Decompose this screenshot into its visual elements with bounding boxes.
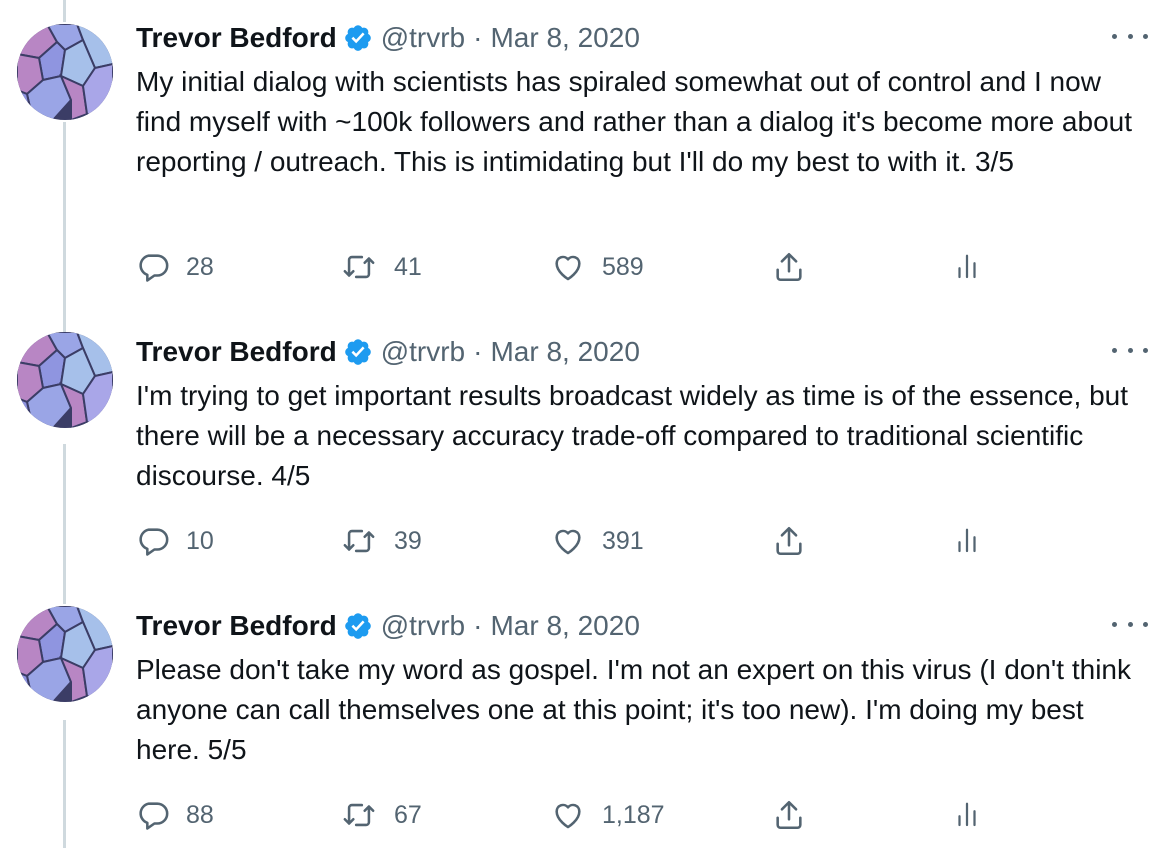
more-options-icon[interactable] — [1112, 340, 1148, 360]
analytics-icon — [958, 254, 976, 279]
share-button[interactable] — [772, 795, 806, 835]
tweet-date[interactable]: Mar 8, 2020 — [490, 336, 640, 367]
heart-icon — [555, 255, 581, 281]
like-button[interactable]: 391 — [550, 521, 644, 561]
analytics-icon — [958, 802, 976, 827]
author-handle[interactable]: @trvrb — [380, 336, 466, 367]
retweet-button[interactable]: 39 — [340, 521, 422, 561]
tweet-text: Please don't take my word as gospel. I'm… — [136, 654, 1131, 765]
avatar-image — [17, 332, 113, 428]
separator: · — [473, 22, 483, 53]
retweet-icon — [343, 255, 375, 279]
like-count: 391 — [602, 526, 644, 555]
author-name[interactable]: Trevor Bedford — [136, 336, 337, 367]
share-icon — [776, 526, 802, 556]
reply-count: 28 — [186, 252, 214, 281]
analytics-button[interactable] — [952, 795, 982, 835]
avatar-image — [17, 24, 113, 120]
analytics-button[interactable] — [952, 521, 982, 561]
tweet-header: Trevor Bedford @trvrb · Mar 8, 2020 — [136, 606, 640, 646]
tweet-header: Trevor Bedford @trvrb · Mar 8, 2020 — [136, 332, 640, 372]
retweet-button[interactable]: 41 — [340, 247, 422, 287]
reply-count: 10 — [186, 526, 214, 555]
share-button[interactable] — [772, 521, 806, 561]
more-options-icon[interactable] — [1112, 614, 1148, 634]
analytics-button[interactable] — [952, 247, 982, 287]
author-handle[interactable]: @trvrb — [380, 22, 466, 53]
more-options-icon[interactable] — [1112, 26, 1148, 46]
thread-line — [63, 0, 66, 22]
tweet-text: I'm trying to get important results broa… — [136, 380, 1129, 491]
thread-line — [63, 720, 66, 848]
reply-button[interactable]: 88 — [136, 795, 214, 835]
reply-button[interactable]: 10 — [136, 521, 214, 561]
heart-icon — [555, 529, 581, 555]
avatar[interactable] — [17, 606, 113, 702]
tweet-date[interactable]: Mar 8, 2020 — [490, 610, 640, 641]
avatar[interactable] — [17, 332, 113, 428]
action-bar: 10 39 391 — [136, 521, 1036, 561]
like-count: 1,187 — [602, 800, 665, 829]
share-icon — [776, 800, 802, 830]
thread-line — [63, 122, 66, 332]
author-name[interactable]: Trevor Bedford — [136, 610, 337, 641]
action-bar: 88 67 1,187 — [136, 795, 1036, 835]
reply-icon — [139, 254, 169, 282]
separator: · — [473, 610, 483, 641]
avatar-image — [17, 606, 113, 702]
reply-icon — [139, 528, 169, 556]
separator: · — [473, 336, 483, 367]
thread-line — [63, 444, 66, 604]
verified-badge-icon — [344, 339, 371, 365]
tweet-text: My initial dialog with scientists has sp… — [136, 66, 1132, 177]
retweet-count: 39 — [394, 526, 422, 555]
like-button[interactable]: 589 — [550, 247, 644, 287]
author-name[interactable]: Trevor Bedford — [136, 22, 337, 53]
tweet-header: Trevor Bedford @trvrb · Mar 8, 2020 — [136, 18, 640, 58]
action-bar: 28 41 589 — [136, 247, 1036, 287]
heart-icon — [555, 803, 581, 829]
tweet-date[interactable]: Mar 8, 2020 — [490, 22, 640, 53]
reply-icon — [139, 802, 169, 830]
like-button[interactable]: 1,187 — [550, 795, 665, 835]
reply-button[interactable]: 28 — [136, 247, 214, 287]
retweet-count: 67 — [394, 800, 422, 829]
like-count: 589 — [602, 252, 644, 281]
share-button[interactable] — [772, 247, 806, 287]
retweet-count: 41 — [394, 252, 422, 281]
retweet-icon — [343, 803, 375, 827]
share-icon — [776, 252, 802, 282]
avatar[interactable] — [17, 24, 113, 120]
analytics-icon — [958, 528, 976, 553]
retweet-button[interactable]: 67 — [340, 795, 422, 835]
retweet-icon — [343, 529, 375, 553]
verified-badge-icon — [344, 613, 371, 639]
reply-count: 88 — [186, 800, 214, 829]
author-handle[interactable]: @trvrb — [380, 610, 466, 641]
verified-badge-icon — [344, 25, 371, 51]
